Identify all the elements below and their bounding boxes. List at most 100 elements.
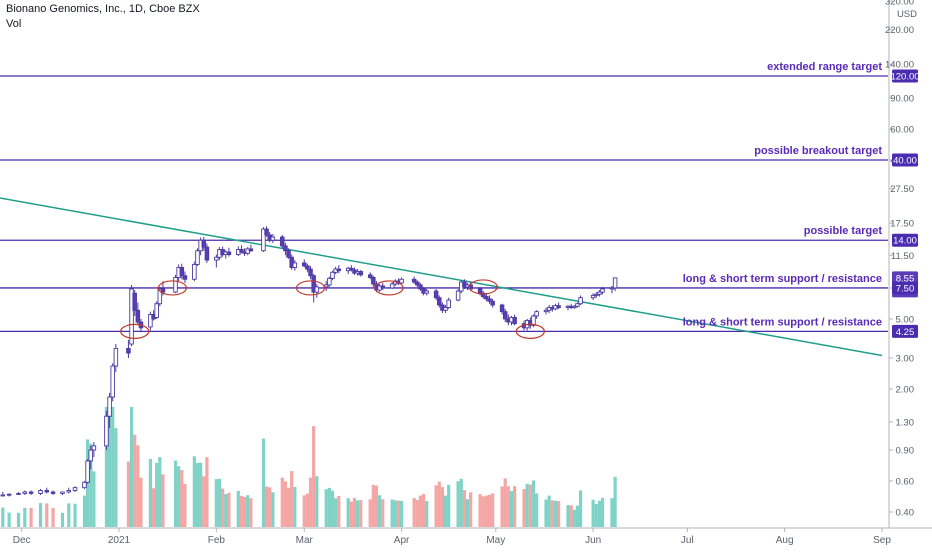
x-tick-label: Jul <box>681 535 694 546</box>
price-badge <box>892 324 918 338</box>
volume-bar <box>107 407 112 527</box>
candle-body <box>399 278 404 284</box>
volume-bar <box>381 499 385 527</box>
candle-body <box>480 292 486 298</box>
candle-body <box>499 304 505 313</box>
y-tick-label: 0.60 <box>896 477 915 488</box>
y-tick-label: 220.00 <box>885 25 914 36</box>
candle-body <box>88 449 93 462</box>
candle-body <box>534 311 539 317</box>
trendline <box>0 197 883 357</box>
candle-body <box>289 256 294 268</box>
volume-bar <box>597 500 602 527</box>
candle-body <box>455 290 461 301</box>
y-tick-label: 90.00 <box>890 93 914 104</box>
volume-bar <box>415 500 419 527</box>
y-tick-label: 27.50 <box>890 184 914 195</box>
volume-bar <box>312 426 316 527</box>
volume-bar <box>111 407 115 527</box>
candle-body <box>38 490 43 494</box>
volume-bar <box>51 507 55 527</box>
candle-body <box>302 262 307 267</box>
volume-bar <box>45 503 49 527</box>
candle-body <box>182 275 188 280</box>
candle-body <box>248 248 254 252</box>
volume-bar <box>261 438 266 527</box>
price-badge-label: 120.00 <box>890 72 919 83</box>
y-tick-label: 0.90 <box>896 446 915 457</box>
candle-body <box>113 347 119 367</box>
candle-body <box>349 267 354 271</box>
volume-bar <box>390 499 394 527</box>
x-tick-label: Dec <box>13 535 31 546</box>
y-tick-label: 2.00 <box>896 384 915 395</box>
volume-bar <box>136 445 140 527</box>
candle-body <box>418 284 423 290</box>
volume-bar <box>38 502 43 527</box>
volume-bar <box>443 495 448 527</box>
volume-bar <box>374 485 379 527</box>
volume-bar <box>315 476 319 527</box>
candle-body <box>305 265 310 270</box>
volume-bar <box>242 496 247 527</box>
circles-layer <box>120 279 545 339</box>
candle-body <box>308 268 313 277</box>
candle-body <box>104 415 109 447</box>
volume-bar <box>500 486 504 527</box>
trendline-layer <box>0 197 883 357</box>
volume-bar <box>487 494 492 527</box>
candle-body <box>358 271 364 276</box>
candle-body <box>556 305 561 309</box>
volume-bar <box>352 497 357 527</box>
y-tick-label: 60.00 <box>890 124 914 135</box>
volume-bar <box>151 488 156 527</box>
highlight-circle <box>468 279 498 295</box>
y-tick-label: 17.50 <box>890 219 914 230</box>
candle-body <box>148 314 153 328</box>
volume-bar <box>302 495 306 527</box>
candle-body <box>578 297 583 305</box>
candle-body <box>66 490 72 493</box>
volume-bar <box>308 477 313 527</box>
volume-bar <box>7 512 11 527</box>
volume-label: Vol <box>6 18 22 30</box>
volume-bar <box>126 461 131 527</box>
volume-bar <box>478 494 482 527</box>
volume-bar <box>359 500 363 527</box>
candle-body <box>0 494 6 497</box>
volume-bar <box>509 491 514 527</box>
volume-bar <box>349 501 353 527</box>
highlight-circle <box>295 280 326 296</box>
volume-bar <box>337 495 341 527</box>
candle-body <box>446 299 451 309</box>
candle-body <box>612 277 618 289</box>
candle-body <box>512 316 517 325</box>
volume-bar <box>221 488 225 527</box>
price-badge-label: 40.00 <box>893 155 917 166</box>
candle-body <box>327 277 332 286</box>
volume-bar <box>412 497 416 527</box>
volume-bar <box>578 490 583 527</box>
volume-bar <box>591 499 595 527</box>
candle-body <box>239 249 244 253</box>
volume-bar <box>82 495 87 527</box>
candle-body <box>572 305 577 309</box>
volume-bar <box>104 407 109 527</box>
price-badge <box>892 281 918 295</box>
volume-bar <box>214 479 218 527</box>
volume-bar <box>129 407 134 527</box>
volume-bar <box>1 507 5 527</box>
currency-label: USD <box>897 9 917 20</box>
price-badge <box>892 153 918 167</box>
volume-bar <box>553 500 558 527</box>
candle-body <box>132 292 137 311</box>
volume-bar <box>16 512 21 527</box>
candle-body <box>280 236 285 247</box>
candle-body <box>107 396 112 417</box>
volume-bar <box>459 478 463 527</box>
volume-bar <box>484 495 488 527</box>
volume-bar <box>330 490 335 527</box>
candle-body <box>411 278 417 283</box>
volume-bar <box>356 500 360 527</box>
